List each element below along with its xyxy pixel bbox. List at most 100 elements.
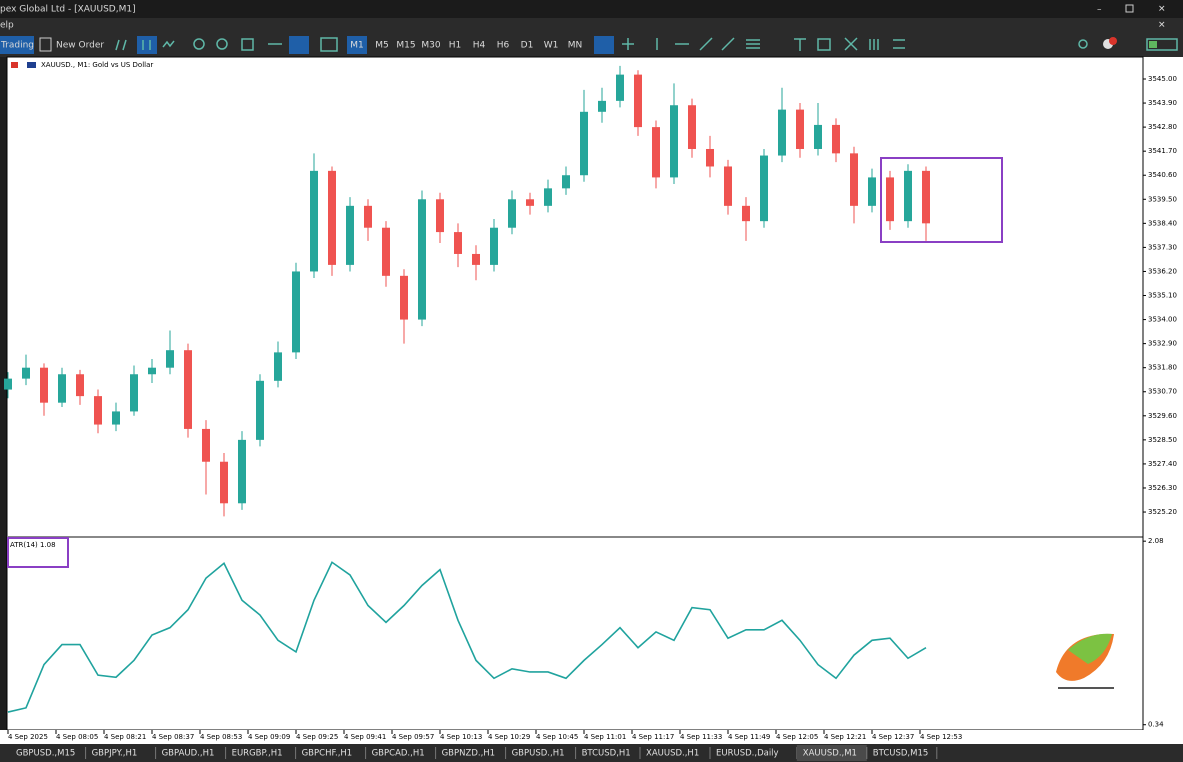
candle-body (364, 205, 372, 228)
tab[interactable]: XAUUSD.,M1 (803, 749, 857, 759)
tab[interactable]: GBPCAD.,H1 (372, 749, 425, 759)
tab[interactable]: EURUSD.,Daily (716, 749, 779, 759)
timeframe-button[interactable]: W1 (544, 41, 559, 51)
y-tick-label: 2.08 (1148, 537, 1164, 545)
maximize[interactable] (1125, 4, 1134, 13)
close[interactable]: ✕ (1158, 5, 1166, 15)
x-tick-label: 4 Sep 12:05 (776, 733, 818, 741)
icon-candles[interactable] (142, 40, 151, 50)
icon-search[interactable] (1078, 39, 1088, 49)
candle-body (220, 461, 228, 504)
tab-active[interactable] (796, 745, 867, 761)
tab[interactable]: GBPNZD.,H1 (442, 749, 495, 759)
signal-level (1149, 41, 1157, 48)
candle-body (922, 170, 930, 224)
timeframe-button[interactable]: H4 (473, 41, 486, 51)
icon-more-tools[interactable] (844, 37, 905, 51)
candle-body (652, 127, 660, 178)
icon-grid[interactable] (241, 38, 254, 51)
chart-area (6, 56, 1144, 731)
candle-body (328, 170, 336, 265)
window-title: pex Global Ltd - [XAUUSD,M1] (0, 5, 136, 15)
candle-body (796, 109, 804, 149)
icon-zoom-out[interactable] (216, 38, 228, 50)
symbol-flag (11, 62, 18, 68)
icon-candles-active[interactable] (137, 36, 157, 54)
plot: 3545.00 3543.90 3542.80 3541.70 3540.60 3539.… (4, 65, 1177, 741)
child-close[interactable]: ✕ (1158, 21, 1166, 31)
icon-signal (1146, 38, 1178, 51)
candle-body (382, 227, 390, 276)
icon-line[interactable] (162, 40, 175, 48)
x-tick-label: 4 Sep 08:53 (200, 733, 242, 741)
menu-help[interactable]: elp (0, 21, 14, 31)
y-tick-label: 3543.90 (1148, 99, 1177, 107)
new-order-label[interactable]: New Order (56, 41, 104, 51)
indicator-line (7, 561, 927, 713)
icon-shapes[interactable] (817, 38, 831, 51)
icon-cursor-active[interactable] (594, 36, 614, 54)
candle-body (670, 105, 678, 178)
x-tick-label: 4 Sep 2025 (8, 733, 48, 741)
y-tick-label: 3536.20 (1148, 267, 1177, 275)
trading-button[interactable] (0, 36, 34, 54)
candle-body (4, 378, 12, 390)
tab[interactable]: GBPJPY.,H1 (92, 749, 138, 759)
candle-body (688, 105, 696, 149)
candle-body (526, 199, 534, 206)
timeframe-button[interactable]: M30 (421, 41, 440, 51)
timeframe-button[interactable]: D1 (521, 41, 534, 51)
price-axis-area (1143, 57, 1183, 733)
minimize[interactable]: – (1097, 5, 1102, 15)
candle-body (562, 175, 570, 189)
tab[interactable]: GBPUSD.,M15 (16, 749, 75, 759)
candle-body (760, 155, 768, 222)
x-tick-label: 4 Sep 09:25 (296, 733, 338, 741)
tab[interactable]: XAUUSD.,H1 (646, 749, 699, 759)
timeframe-active (347, 36, 367, 54)
indicator-title: ATR(14) 1.08 (10, 541, 56, 549)
candle-body (706, 148, 714, 167)
candle-body (814, 124, 822, 149)
candle-body (418, 199, 426, 320)
candle-body (76, 374, 84, 397)
tab[interactable]: BTCUSD,M15 (873, 749, 928, 759)
symbol-flag-2 (27, 62, 36, 68)
timeframe-button[interactable]: M1 (350, 41, 364, 51)
candle-body (274, 352, 282, 381)
tab[interactable]: GBPCHF.,H1 (302, 749, 353, 759)
candle-body (202, 428, 210, 462)
candle-body (436, 199, 444, 233)
timeframe-button[interactable]: H6 (497, 41, 510, 51)
tab[interactable]: GBPAUD.,H1 (162, 749, 215, 759)
candle-body (544, 188, 552, 206)
timeframe-button[interactable]: H1 (449, 41, 462, 51)
tab[interactable]: GBPUSD.,H1 (512, 749, 565, 759)
timeframe-button[interactable]: M5 (375, 41, 389, 51)
icon-screenshot[interactable] (320, 37, 338, 52)
tab[interactable]: BTCUSD,H1 (582, 749, 631, 759)
candle-body (166, 350, 174, 368)
candle-body (508, 199, 516, 228)
candle-body (148, 367, 156, 375)
x-tick-label: 4 Sep 08:37 (152, 733, 194, 741)
timeframe-button[interactable]: MN (568, 41, 583, 51)
timeframe-button[interactable]: M15 (396, 41, 415, 51)
y-tick-label: 3527.40 (1148, 460, 1177, 468)
icon-zoom-in[interactable] (193, 38, 205, 50)
x-tick-label: 4 Sep 10:13 (440, 733, 482, 741)
x-tick-label: 4 Sep 09:57 (392, 733, 434, 741)
icon-shift-active[interactable] (289, 36, 309, 54)
icon-tools[interactable] (622, 37, 806, 51)
tab[interactable]: EURGBP.,H1 (232, 749, 283, 759)
toolbar-icons (115, 36, 1178, 54)
y-tick-label: 3539.50 (1148, 195, 1177, 203)
icon-bars[interactable] (115, 39, 127, 51)
y-tick-label: 3540.60 (1148, 171, 1177, 179)
candle-body (112, 411, 120, 425)
candle-body (454, 232, 462, 254)
y-tick-label: 3545.00 (1148, 75, 1177, 83)
candle-body (58, 374, 66, 403)
candle-body (346, 205, 354, 265)
